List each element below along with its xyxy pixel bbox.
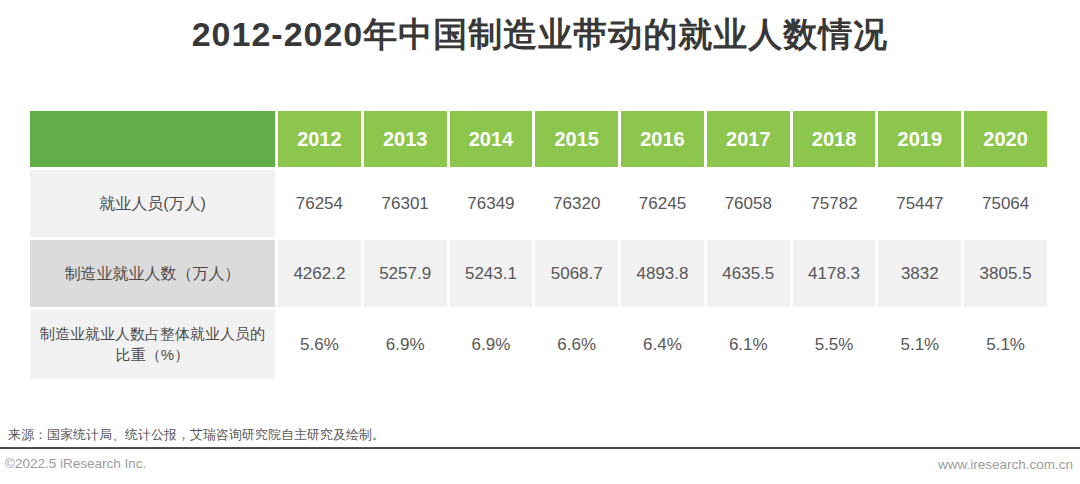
table-cell: 3832 [878,240,961,307]
table-cell: 6.4% [621,310,704,379]
table-cell: 76058 [707,170,790,237]
row-label-manufacturing-employment: 制造业就业人数（万人） [30,240,275,307]
year-header-2020: 2020 [964,111,1047,167]
table-cell: 76301 [364,170,447,237]
table-cell: 3805.5 [964,240,1047,307]
year-header-2018: 2018 [793,111,876,167]
table-corner-cell [30,111,275,167]
table-cell: 4635.5 [707,240,790,307]
website-url: www.iresearch.com.cn [938,457,1073,472]
table-cell: 5068.7 [535,240,618,307]
table-cell: 4893.8 [621,240,704,307]
table-cell: 5257.9 [364,240,447,307]
table-cell: 5.1% [878,310,961,379]
table-cell: 76245 [621,170,704,237]
table-cell: 6.9% [450,310,533,379]
year-header-2019: 2019 [878,111,961,167]
table-cell: 5243.1 [450,240,533,307]
row-label-total-employment: 就业人员(万人) [30,170,275,237]
row-label-manufacturing-share: 制造业就业人数占整体就业人员的比重（%） [30,310,275,379]
table-cell: 6.9% [364,310,447,379]
table-cell: 5.5% [793,310,876,379]
year-header-2015: 2015 [535,111,618,167]
table-cell: 6.1% [707,310,790,379]
year-header-2013: 2013 [364,111,447,167]
employment-data-table: 2012 2013 2014 2015 2016 2017 2018 2019 … [30,111,1047,379]
year-header-2012: 2012 [278,111,361,167]
year-header-2014: 2014 [450,111,533,167]
table-cell: 75064 [964,170,1047,237]
table-cell: 75447 [878,170,961,237]
table-cell: 76254 [278,170,361,237]
footer-divider [0,447,1080,449]
year-header-2016: 2016 [621,111,704,167]
source-note: 来源：国家统计局、统计公报，艾瑞咨询研究院自主研究及绘制。 [8,426,385,444]
page-title: 2012-2020年中国制造业带动的就业人数情况 [0,12,1080,58]
table-cell: 76349 [450,170,533,237]
table-cell: 6.6% [535,310,618,379]
report-page: 2012-2020年中国制造业带动的就业人数情况 2012 2013 2014 … [0,0,1080,484]
copyright-text: ©2022.5 iResearch Inc. [5,456,146,471]
year-header-2017: 2017 [707,111,790,167]
table-cell: 5.1% [964,310,1047,379]
table-cell: 5.6% [278,310,361,379]
table-cell: 4178.3 [793,240,876,307]
table-cell: 76320 [535,170,618,237]
table-cell: 75782 [793,170,876,237]
table-cell: 4262.2 [278,240,361,307]
